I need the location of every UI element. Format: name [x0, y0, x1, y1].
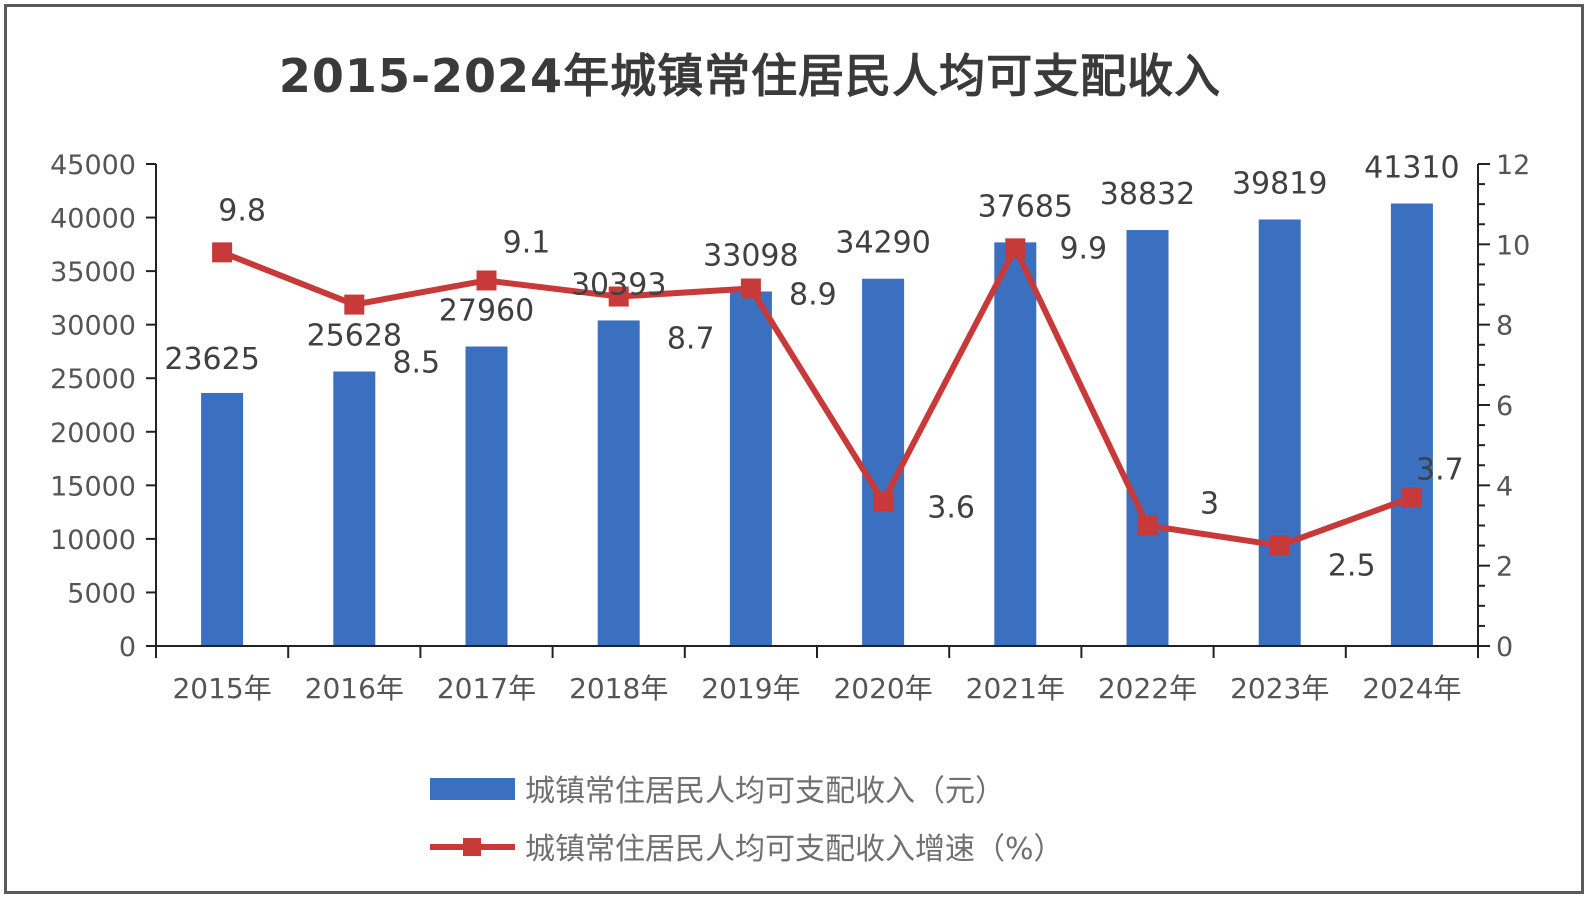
left-tick-label: 10000 — [50, 525, 136, 556]
line-value-label: 3.6 — [927, 490, 975, 525]
bar-value-label: 33098 — [703, 238, 798, 273]
bar-value-label: 25628 — [307, 318, 402, 353]
line-point-8 — [1269, 535, 1290, 556]
line-point-2 — [476, 270, 497, 291]
bar-value-label: 23625 — [164, 342, 259, 377]
line-value-label: 3.7 — [1416, 452, 1464, 487]
line-value-label: 2.5 — [1328, 549, 1376, 584]
left-tick-label: 5000 — [67, 578, 136, 609]
legend: 城镇常住居民人均可支配收入（元） 城镇常住居民人均可支配收入增速（%） — [430, 774, 1064, 867]
line-point-7 — [1137, 515, 1158, 536]
x-tick-label: 2018年 — [569, 672, 668, 705]
legend-bar-label: 城镇常住居民人均可支配收入（元） — [525, 774, 1005, 809]
x-tick-label: 2015年 — [172, 672, 271, 705]
left-tick-label: 20000 — [50, 418, 136, 449]
bar-value-label: 27960 — [439, 294, 534, 329]
bar-6 — [994, 242, 1037, 646]
x-tick-label: 2024年 — [1362, 672, 1461, 705]
line-value-label: 8.9 — [789, 278, 837, 313]
bar-value-label: 30393 — [571, 267, 666, 302]
left-tick-label: 35000 — [50, 257, 136, 288]
bar-value-label: 37685 — [978, 189, 1073, 224]
left-tick-label: 15000 — [50, 471, 136, 502]
right-tick-label: 12 — [1496, 150, 1530, 181]
line-point-4 — [740, 278, 761, 299]
chart-frame — [4, 4, 1584, 894]
legend-line-label: 城镇常住居民人均可支配收入增速（%） — [525, 832, 1064, 867]
growth-line — [220, 245, 1413, 549]
x-tick-label: 2022年 — [1098, 672, 1197, 705]
bar-value-label: 41310 — [1364, 151, 1459, 186]
left-tick-label: 25000 — [50, 364, 136, 395]
line-point-3 — [608, 286, 629, 307]
chart-title: 2015-2024年城镇常住居民人均可支配收入 — [278, 49, 1222, 103]
line-layer — [212, 238, 1422, 556]
right-tick-label: 0 — [1496, 632, 1513, 663]
labels-layer: 23625 25628 27960 30393 33098 34290 37685 38832… — [164, 151, 1463, 584]
bar-8 — [1258, 219, 1301, 646]
line-point-5 — [873, 491, 894, 512]
line-value-label: 9.8 — [218, 193, 266, 228]
line-value-label: 9.1 — [503, 225, 551, 260]
right-tick-label: 4 — [1496, 471, 1513, 502]
line-value-label: 8.5 — [392, 346, 440, 381]
bar-3 — [597, 320, 640, 646]
line-value-label: 9.9 — [1059, 231, 1107, 266]
bar-7 — [1126, 230, 1169, 646]
bar-9 — [1390, 203, 1433, 647]
left-tick-label: 0 — [119, 632, 136, 663]
left-tick-label: 45000 — [50, 150, 136, 181]
line-point-1 — [344, 294, 365, 315]
line-point-6 — [1005, 238, 1026, 259]
right-tick-label: 6 — [1496, 391, 1513, 422]
bar-value-label: 34290 — [835, 226, 930, 261]
bar-value-label: 39819 — [1232, 166, 1327, 201]
line-value-label: 8.7 — [667, 322, 715, 357]
x-tick-label: 2016年 — [305, 672, 404, 705]
x-tick-label: 2020年 — [833, 672, 932, 705]
right-tick-label: 10 — [1496, 230, 1530, 261]
axes-layer: 0 5000 10000 15000 20000 25000 30000 35000 40000… — [50, 150, 1530, 705]
line-point-9 — [1401, 487, 1422, 508]
x-tick-label: 2021年 — [966, 672, 1065, 705]
bar-0 — [201, 392, 244, 646]
bar-value-label: 38832 — [1100, 177, 1195, 212]
bar-4 — [729, 291, 772, 646]
right-tick-label: 8 — [1496, 311, 1513, 342]
legend-line-marker — [463, 838, 481, 856]
x-tick-label: 2017年 — [437, 672, 536, 705]
right-tick-label: 2 — [1496, 552, 1513, 583]
x-tick-label: 2023年 — [1230, 672, 1329, 705]
legend-bar-swatch — [430, 778, 515, 800]
line-value-label: 3 — [1200, 487, 1219, 522]
left-tick-label: 30000 — [50, 311, 136, 342]
bar-1 — [333, 371, 376, 646]
bar-5 — [862, 278, 905, 646]
x-tick-label: 2019年 — [701, 672, 800, 705]
left-tick-label: 40000 — [50, 204, 136, 235]
line-point-0 — [212, 242, 233, 263]
bar-2 — [465, 346, 508, 646]
bars-layer — [201, 203, 1433, 647]
